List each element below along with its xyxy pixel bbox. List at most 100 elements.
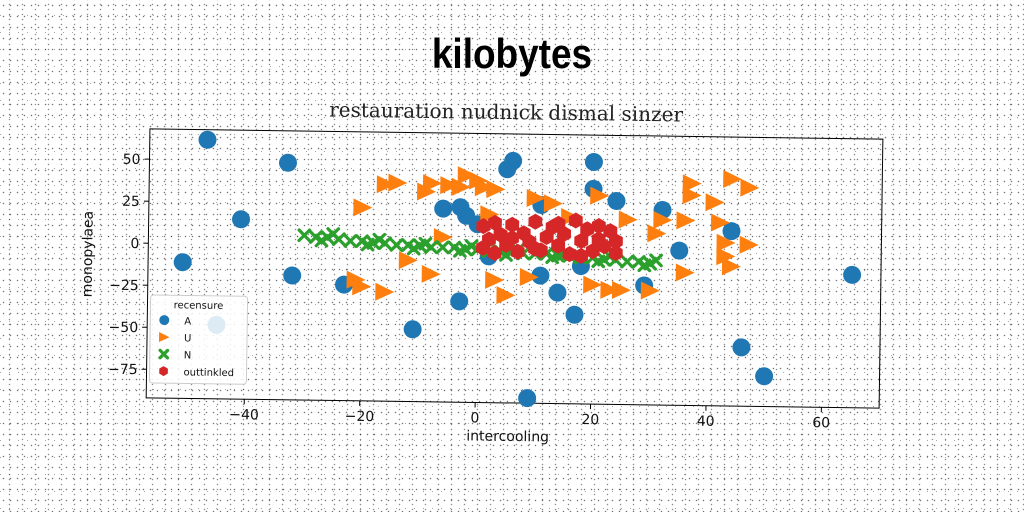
point-marker	[487, 245, 502, 262]
point-marker-stroke	[453, 244, 467, 258]
point-marker-stroke	[297, 228, 312, 243]
point-marker-stroke	[308, 230, 323, 244]
point-marker	[739, 235, 759, 254]
point-marker	[551, 237, 566, 254]
point-marker	[418, 236, 433, 251]
point-marker	[417, 182, 437, 201]
x-tick-label: −20	[345, 409, 375, 425]
y-tick-label: −25	[109, 278, 139, 294]
point-marker	[562, 246, 577, 263]
point-marker-stroke	[401, 238, 415, 252]
point-marker	[675, 263, 695, 282]
point-marker	[647, 224, 667, 243]
point-marker	[232, 210, 251, 229]
point-marker	[519, 267, 539, 286]
point-marker	[531, 266, 550, 285]
legend-title: recensure	[174, 300, 224, 312]
point-marker	[403, 320, 422, 339]
series-U	[346, 166, 760, 305]
point-marker	[480, 205, 500, 224]
point-marker-stroke	[418, 236, 433, 251]
point-marker	[618, 210, 638, 229]
point-marker-stroke	[372, 232, 387, 247]
point-marker	[314, 233, 329, 248]
data-marks	[173, 130, 862, 408]
point-marker	[457, 166, 477, 185]
point-marker-stroke	[620, 254, 635, 269]
point-marker	[721, 257, 741, 276]
point-marker	[584, 153, 603, 172]
point-marker-stroke	[326, 227, 341, 241]
point-marker	[591, 217, 606, 234]
x-tick-label: 60	[812, 415, 830, 431]
y-tick-label: 25	[122, 194, 140, 210]
point-marker	[159, 315, 170, 326]
point-marker	[649, 253, 663, 268]
point-marker	[653, 211, 673, 230]
point-marker	[372, 232, 387, 247]
point-marker	[710, 213, 730, 232]
point-marker	[450, 292, 469, 311]
point-marker	[283, 266, 302, 285]
point-marker	[343, 234, 358, 248]
point-marker	[740, 178, 760, 197]
point-marker	[453, 244, 467, 258]
legend-label: U	[184, 333, 191, 344]
point-marker	[510, 243, 525, 260]
point-marker-stroke	[360, 237, 375, 252]
point-marker	[528, 213, 543, 230]
point-marker	[505, 216, 520, 233]
point-marker-stroke	[499, 248, 513, 262]
point-marker	[608, 233, 623, 250]
point-marker	[158, 332, 170, 343]
point-marker-stroke	[637, 258, 652, 273]
legend-label: N	[184, 350, 192, 361]
point-marker	[843, 265, 862, 284]
y-tick-label: −75	[108, 362, 138, 378]
point-marker	[590, 186, 610, 205]
figure-main-title: kilobytes	[431, 30, 593, 77]
point-marker	[173, 253, 192, 272]
point-marker	[543, 194, 563, 213]
point-marker	[640, 281, 660, 300]
point-marker-stroke	[447, 240, 462, 255]
point-marker	[716, 247, 736, 266]
point-marker	[434, 199, 453, 218]
legend-label: outtinkled	[183, 367, 234, 379]
point-marker	[682, 174, 702, 193]
point-marker	[485, 270, 505, 289]
axis-ticks: −40 −20 0 20 40 60 50 25 0 −25 −50 −75	[108, 152, 830, 432]
point-marker	[716, 233, 736, 252]
point-marker	[565, 305, 584, 324]
series-A	[173, 130, 862, 408]
plot-frame	[145, 128, 884, 409]
series-outtinkled	[476, 212, 623, 264]
point-marker	[474, 178, 494, 197]
point-marker-stroke	[378, 236, 392, 250]
point-marker	[375, 282, 395, 301]
point-marker	[732, 338, 751, 357]
legend-box	[148, 294, 249, 385]
point-marker	[360, 237, 375, 252]
point-marker	[159, 366, 168, 377]
point-marker	[352, 277, 372, 296]
point-marker-stroke	[464, 239, 479, 253]
point-marker	[705, 193, 725, 212]
x-axis-label: intercooling	[466, 428, 549, 445]
y-tick-label: −50	[108, 320, 138, 336]
y-axis-label: monopylaea	[80, 211, 97, 298]
point-marker	[388, 173, 408, 192]
y-tick-label: 50	[123, 152, 141, 168]
point-marker-stroke	[545, 250, 560, 265]
point-marker	[421, 264, 441, 283]
point-marker	[548, 283, 567, 302]
point-marker	[398, 251, 418, 270]
point-marker	[620, 254, 635, 269]
point-marker	[528, 240, 542, 257]
point-marker-stroke	[314, 233, 329, 248]
plot-area: −40 −20 0 20 40 60 50 25 0 −25 −50 −75 intercooling…	[80, 128, 884, 446]
point-marker	[486, 180, 506, 199]
x-tick-label: 40	[697, 414, 715, 430]
